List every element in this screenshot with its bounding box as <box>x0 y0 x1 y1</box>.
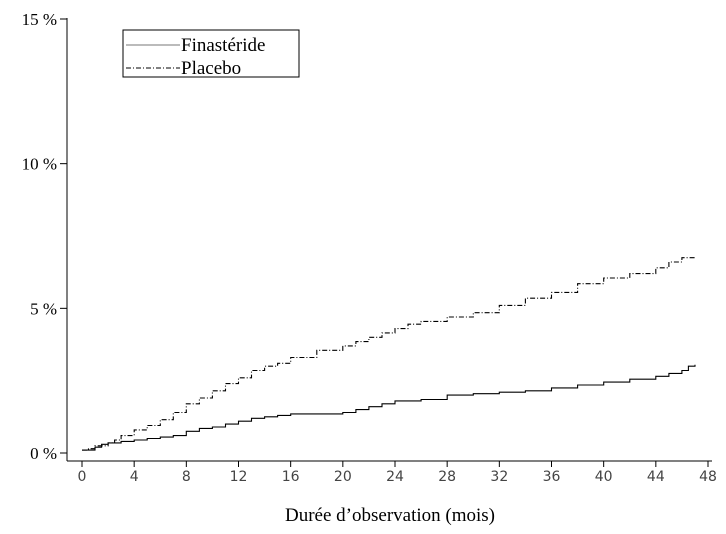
legend-box <box>122 29 300 78</box>
legend-label-placebo: Placebo <box>181 58 241 79</box>
y-tick-label: 10 % <box>22 155 57 174</box>
y-tick-label: 15 % <box>22 10 57 29</box>
x-tick-label: 24 <box>386 469 404 485</box>
x-tick-label: 4 <box>130 469 139 485</box>
x-tick-label: 48 <box>699 469 717 485</box>
legend-label-finasteride: Finastéride <box>181 35 265 56</box>
axes <box>66 18 712 462</box>
y-tick-label: 5 % <box>30 299 57 318</box>
series-line-placebo <box>82 257 695 451</box>
x-tick-label: 16 <box>282 469 300 485</box>
x-tick-label: 36 <box>543 469 561 485</box>
x-tick-label: 8 <box>182 469 191 485</box>
x-tick-label: 44 <box>647 469 665 485</box>
x-tick-label: 40 <box>595 469 613 485</box>
x-tick-label: 32 <box>490 469 508 485</box>
legend: Finastéride Placebo <box>122 29 300 79</box>
x-axis-label: Durée d’observation (mois) <box>285 505 495 526</box>
x-tick-label: 12 <box>230 469 248 485</box>
x-tick-label: 20 <box>334 469 352 485</box>
x-tick-label: 28 <box>438 469 456 485</box>
x-tick-label: 0 <box>78 469 87 485</box>
y-tick-label: 0 % <box>30 444 57 463</box>
plot-area <box>82 257 696 451</box>
series-line-finasteride <box>82 364 696 451</box>
ticks: 0 %5 %10 %15 %0 4 8 12 16 20 24 28 32 36 40 44 48 <box>22 10 717 485</box>
